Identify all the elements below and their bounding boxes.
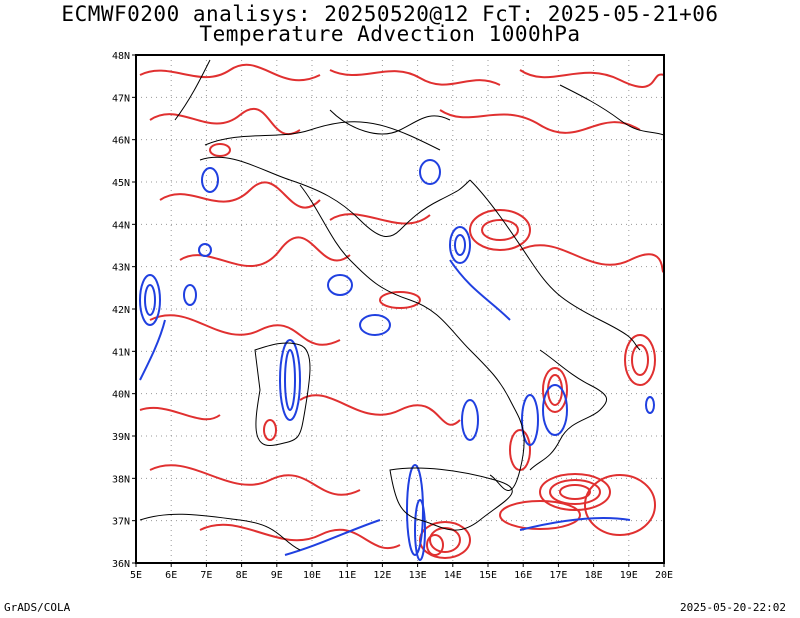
lon-tick-label: 5E	[130, 570, 142, 581]
lat-tick-label: 36N	[112, 559, 130, 570]
lat-tick-label: 41N	[112, 347, 130, 358]
lat-tick-label: 43N	[112, 263, 130, 274]
lat-tick-label: 48N	[112, 51, 130, 62]
lat-tick-label: 46N	[112, 136, 130, 147]
title-line-1: ECMWF0200 analisys: 20250520@12 FcT: 202…	[61, 2, 719, 26]
map-axes: 5E 6E 7E 8E 9E 10E 11E 12E 13E 14E 15E 16E 17E 18E 19E…	[112, 51, 673, 581]
lon-tick-label: 13E	[409, 570, 427, 581]
coastlines-and-borders	[139, 59, 664, 551]
footer-credit: GrADS/COLA	[4, 601, 71, 614]
lon-tick-label: 10E	[303, 570, 321, 581]
lon-tick-label: 6E	[165, 570, 177, 581]
lat-tick-label: 40N	[112, 390, 130, 401]
lat-tick-label: 47N	[112, 93, 130, 104]
lon-tick-label: 14E	[444, 570, 462, 581]
lon-tick-label: 18E	[585, 570, 603, 581]
lon-tick-label: 19E	[620, 570, 638, 581]
title-line-2: Temperature Advection 1000hPa	[199, 22, 581, 46]
lon-tick-label: 20E	[655, 570, 673, 581]
lon-tick-label: 8E	[236, 570, 248, 581]
lon-tick-label: 12E	[373, 570, 391, 581]
lat-tick-label: 39N	[112, 432, 130, 443]
lon-tick-label: 9E	[271, 570, 283, 581]
lat-tick-label: 44N	[112, 220, 130, 231]
lon-tick-label: 11E	[338, 570, 356, 581]
lat-tick-label: 37N	[112, 517, 130, 528]
positive-advection-contours	[139, 63, 664, 559]
footer-timestamp: 2025-05-20-22:02	[680, 601, 786, 614]
lon-tick-label: 7E	[200, 570, 212, 581]
lon-tick-label: 16E	[514, 570, 532, 581]
lat-tick-label: 45N	[112, 178, 130, 189]
lat-tick-label: 42N	[112, 305, 130, 316]
negative-advection-contours	[139, 159, 655, 561]
lat-tick-label: 38N	[112, 474, 130, 485]
lon-tick-label: 17E	[549, 570, 567, 581]
lon-tick-label: 15E	[479, 570, 497, 581]
